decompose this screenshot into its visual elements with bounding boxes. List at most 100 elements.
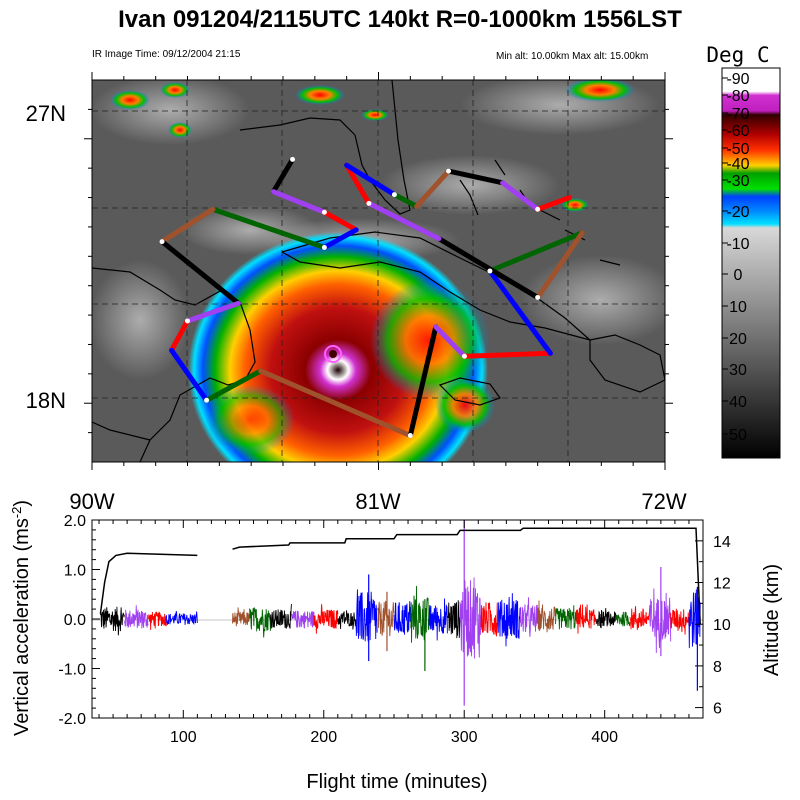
track-segment — [344, 162, 397, 198]
y2-tick-label: 8 — [713, 659, 722, 676]
colorbar-title: Deg C — [706, 43, 769, 67]
track-waypoint — [461, 353, 467, 359]
acceleration-trace — [670, 608, 690, 635]
track-waypoint — [185, 318, 190, 324]
track-waypoint — [321, 244, 327, 250]
acceleration-trace — [615, 611, 631, 627]
track-segment — [159, 239, 241, 306]
x-tick-label: 300 — [451, 729, 478, 746]
colorbar: Deg C -90-80-70-60-50-40-30 -20 -10 0 10 20 30… — [706, 43, 781, 459]
x-axis-label: Flight time (minutes) — [306, 771, 487, 793]
acceleration-trace — [519, 597, 538, 637]
track-waypoint — [407, 433, 413, 439]
acceleration-trace — [629, 606, 651, 630]
colorbar-tick-label: -50 — [726, 141, 749, 158]
acceleration-trace — [555, 605, 578, 630]
map-axis-ticks — [84, 72, 673, 470]
track-segment — [270, 189, 327, 215]
acceleration-trace — [497, 593, 521, 647]
y2-tick-label: 14 — [713, 534, 731, 551]
acceleration-trace — [393, 601, 412, 635]
acceleration-trace — [248, 607, 271, 638]
track-waypoint — [366, 200, 372, 206]
colorbar-tick-label: -90 — [726, 71, 749, 88]
colorbar-tick-label: -40 — [726, 156, 749, 173]
acceleration-trace — [688, 589, 701, 649]
hurricane-eyewall — [324, 345, 342, 363]
track-waypoint — [290, 156, 296, 162]
colorbar-tick-label: -60 — [726, 123, 749, 140]
y-tick-label: 0.0 — [64, 612, 86, 629]
acceleration-trace — [377, 600, 395, 637]
track-segment — [407, 324, 439, 439]
coastline-gulf-north — [239, 117, 356, 136]
track-segment — [210, 206, 327, 250]
colorbar-tick-label: -80 — [726, 88, 749, 105]
acceleration-trace — [576, 604, 597, 634]
track-segment — [344, 162, 372, 206]
track-segment — [500, 180, 541, 212]
track-segment — [391, 192, 420, 209]
acceleration-trace — [165, 611, 198, 626]
colorbar-tick-label: -70 — [726, 106, 749, 123]
lon-label-81w: 81W — [355, 489, 400, 514]
acceleration-trace — [232, 607, 250, 627]
acceleration-trace — [269, 604, 292, 629]
map-gridlines — [92, 80, 665, 462]
coastline-hispaniola — [589, 334, 665, 393]
coastline-yucatan-central-america — [92, 267, 256, 462]
track-waypoint — [321, 209, 327, 215]
acceleration-trace — [291, 610, 315, 629]
track-waypoint — [159, 239, 165, 245]
lon-label-90w: 90W — [69, 489, 114, 514]
colorbar-tick-label: 10 — [729, 299, 747, 316]
colorbar-tick-label: 20 — [729, 331, 747, 348]
track-waypoint — [535, 294, 541, 300]
acceleration-trace — [595, 608, 617, 629]
acceleration-trace — [649, 588, 672, 653]
track-waypoint — [204, 397, 210, 403]
colorbar-tick-label: 50 — [729, 427, 747, 444]
colorbar-tick-label: 0 — [734, 267, 743, 284]
track-segment — [169, 318, 190, 353]
chart-title: Ivan 091204/2115UTC 140kt R=0-1000km 155… — [118, 6, 682, 33]
colorbar-tick-label: 30 — [729, 362, 747, 379]
acceleration-trace — [459, 577, 482, 659]
y2-tick-label: 12 — [713, 576, 731, 593]
acceleration-trace — [536, 600, 556, 633]
colorbar-tick-label: -10 — [726, 236, 749, 253]
track-segment — [461, 350, 553, 359]
lon-label-72w: 72W — [641, 489, 686, 514]
altitude-range: Min alt: 10.00km Max alt: 15.00km — [496, 51, 649, 62]
track-segment — [204, 368, 264, 403]
coastline-honduras — [92, 421, 151, 441]
x-tick-label: 200 — [310, 729, 337, 746]
y2-axis-label: Altitude (km) — [761, 564, 783, 676]
coastline-jamaica — [438, 377, 501, 406]
y2-tick-label: 10 — [713, 617, 731, 634]
colorbar-tick-label: -20 — [726, 204, 749, 221]
coastline-florida — [354, 80, 411, 215]
colorbar-tick-label: -30 — [726, 173, 749, 190]
track-waypoint — [535, 206, 541, 212]
ir-map-panel: 27N 18N 90W 81W 72W — [26, 72, 687, 514]
acceleration-trace — [428, 598, 448, 641]
track-waypoint — [487, 268, 493, 274]
vertical-acceleration-series — [99, 520, 701, 706]
y-tick-label: 2.0 — [64, 513, 86, 530]
hurricane-ivan — [188, 232, 495, 462]
altitude-line — [99, 527, 701, 625]
acceleration-trace — [355, 589, 378, 642]
track-segment — [414, 168, 452, 209]
track-waypoint — [391, 192, 397, 198]
acceleration-trace — [313, 604, 339, 634]
colorbar-ramp — [721, 67, 781, 459]
track-segment — [366, 200, 442, 242]
colorbar-tick-labels: -90-80-70-60-50-40-30 -20 -10 0 10 20 30 40 50 — [722, 71, 750, 444]
colorbar-tick-label: 40 — [729, 394, 747, 411]
track-waypoint — [446, 168, 452, 174]
flight-track — [159, 156, 585, 439]
track-segment — [185, 300, 241, 324]
lat-label-27n: 27N — [26, 101, 66, 126]
timeseries-panel: 100 200 300 400 -2.0 -1.0 0.0 1.0 2.0 6 … — [9, 500, 783, 793]
